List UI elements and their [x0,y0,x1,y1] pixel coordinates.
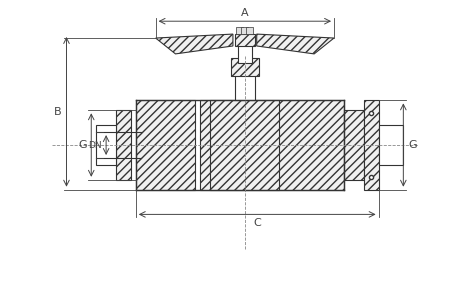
Polygon shape [238,43,252,63]
Polygon shape [116,110,131,180]
Polygon shape [210,100,279,190]
Text: DN: DN [89,140,102,149]
Polygon shape [136,100,195,190]
Polygon shape [156,34,233,54]
Polygon shape [364,100,378,190]
Polygon shape [96,125,116,165]
Polygon shape [236,27,243,34]
Polygon shape [235,34,255,46]
Polygon shape [344,110,364,180]
Polygon shape [231,58,259,76]
Polygon shape [246,27,253,34]
Polygon shape [200,100,344,190]
Polygon shape [378,125,403,165]
Polygon shape [235,71,255,100]
Text: B: B [54,107,62,117]
Text: G: G [408,140,417,150]
Text: C: C [253,218,261,228]
Polygon shape [241,27,248,34]
Text: G: G [79,140,87,150]
Polygon shape [256,34,334,54]
Text: A: A [241,8,249,18]
